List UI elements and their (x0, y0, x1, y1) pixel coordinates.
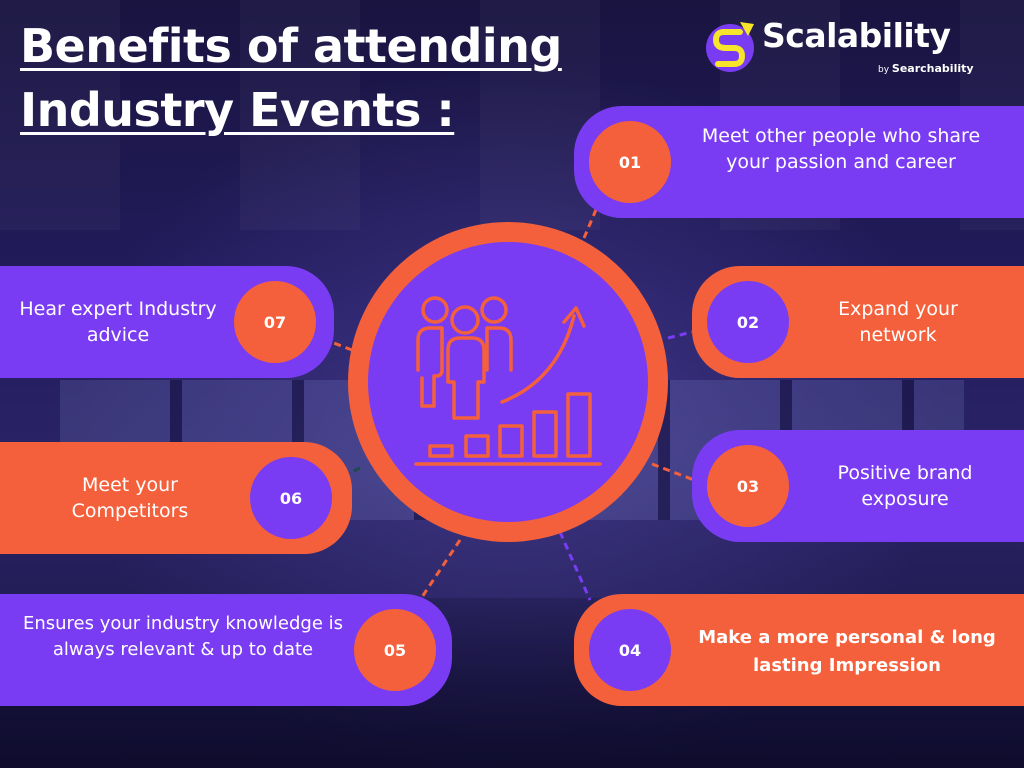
benefit-05-badge: 05 (354, 609, 436, 691)
title-line-2: Industry Events : (20, 83, 455, 137)
benefit-05-card: Ensures your industry knowledge is alway… (0, 594, 452, 706)
team-growth-chart-icon (414, 296, 602, 466)
center-circle (348, 222, 668, 542)
benefit-06-badge: 06 (250, 457, 332, 539)
brand-company: Searchability (891, 62, 974, 75)
benefit-03-badge: 03 (707, 445, 789, 527)
benefit-04-badge: 04 (589, 609, 671, 691)
benefit-01-text: Meet other people who share your passion… (701, 125, 981, 173)
benefit-02-text: Expand your network (838, 298, 958, 346)
benefit-06-text: Meet your Competitors (71, 474, 189, 522)
brand-logo-group: Scalability by Searchability (704, 12, 1004, 82)
benefit-02-card: 02 Expand your network (692, 266, 1024, 378)
center-inner-circle (368, 242, 648, 522)
title-line-1: Benefits of attending (20, 19, 562, 73)
benefit-04-card: 04 Make a more personal & long lasting I… (574, 594, 1024, 706)
brand-by-text: by (878, 65, 890, 75)
benefit-03-text: Positive brand exposure (837, 462, 973, 510)
scalability-logo-icon (706, 22, 754, 72)
benefit-05-text: Ensures your industry knowledge is alway… (22, 613, 344, 660)
benefit-07-badge: 07 (234, 281, 316, 363)
benefit-07-text: Hear expert Industry advice (19, 298, 217, 346)
benefit-06-card: Meet your Competitors 06 (0, 442, 352, 554)
benefit-07-card: Hear expert Industry advice 07 (0, 266, 334, 378)
page-title: Benefits of attending Industry Events : (20, 14, 562, 142)
benefit-01-badge: 01 (589, 121, 671, 203)
benefit-04-text: Make a more personal & long lasting Impr… (698, 627, 996, 676)
benefit-02-badge: 02 (707, 281, 789, 363)
brand-name: Scalability (762, 16, 951, 55)
benefit-01-card: 01 Meet other people who share your pass… (574, 106, 1024, 218)
brand-byline: by Searchability (878, 62, 974, 75)
benefit-03-card: 03 Positive brand exposure (692, 430, 1024, 542)
